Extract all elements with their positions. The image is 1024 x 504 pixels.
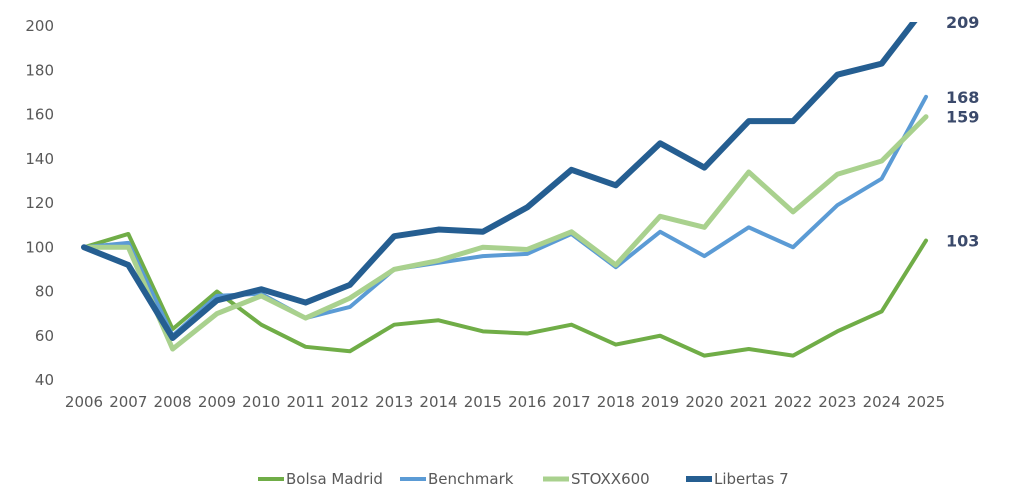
x-tick-label: 2006	[65, 393, 103, 411]
x-tick-label: 2011	[286, 393, 324, 411]
legend-label: STOXX600	[571, 470, 650, 488]
y-tick-label: 80	[35, 283, 54, 301]
x-tick-label: 2020	[685, 393, 723, 411]
x-tick-label: 2025	[907, 393, 945, 411]
x-tick-label: 2013	[375, 393, 413, 411]
x-tick-label: 2007	[109, 393, 147, 411]
legend-label: Bolsa Madrid	[286, 470, 383, 488]
end-value-label: 209	[946, 13, 979, 32]
x-tick-label: 2018	[597, 393, 635, 411]
y-tick-label: 60	[35, 327, 54, 345]
y-tick-label: 180	[25, 61, 54, 79]
legend: Bolsa Madrid Benchmark STOXX600 Libertas 7	[258, 470, 789, 488]
x-tick-label: 2017	[552, 393, 590, 411]
x-tick-label: 2022	[774, 393, 812, 411]
legend-item[interactable]: Libertas 7	[686, 470, 789, 488]
end-value-label: 159	[946, 108, 979, 127]
y-tick-label: 160	[25, 106, 54, 124]
legend-item[interactable]: Benchmark	[400, 470, 514, 488]
series-line-libertas-7	[81, 22, 918, 341]
x-tick-label: 2008	[154, 393, 192, 411]
series-line-bolsa-madrid	[82, 231, 928, 358]
x-tick-label: 2012	[331, 393, 369, 411]
y-tick-label: 100	[25, 238, 54, 256]
x-tick-label: 2016	[508, 393, 546, 411]
legend-item[interactable]: STOXX600	[543, 470, 650, 488]
x-tick-label: 2014	[419, 393, 457, 411]
series-line-stoxx600	[81, 114, 929, 352]
x-axis: 2006 2007 2008 2009 2010 2011 2012 2013 2014 2015…	[65, 393, 945, 411]
y-tick-label: 200	[25, 17, 54, 35]
y-tick-label: 140	[25, 150, 54, 168]
end-value-label: 103	[946, 232, 979, 251]
legend-label: Libertas 7	[714, 470, 789, 488]
x-tick-label: 2024	[863, 393, 901, 411]
y-tick-label: 120	[25, 194, 54, 212]
y-tick-label: 40	[35, 371, 54, 389]
x-tick-label: 2023	[818, 393, 856, 411]
series-lines	[81, 22, 929, 358]
end-value-label: 168	[946, 88, 979, 107]
legend-item[interactable]: Bolsa Madrid	[258, 470, 383, 488]
x-tick-label: 2009	[198, 393, 236, 411]
x-tick-label: 2021	[730, 393, 768, 411]
legend-label: Benchmark	[428, 470, 514, 488]
y-axis: 40 60 80 100 120 140 160 180 200	[25, 17, 54, 389]
x-tick-label: 2015	[464, 393, 502, 411]
x-tick-label: 2010	[242, 393, 280, 411]
x-tick-label: 2019	[641, 393, 679, 411]
